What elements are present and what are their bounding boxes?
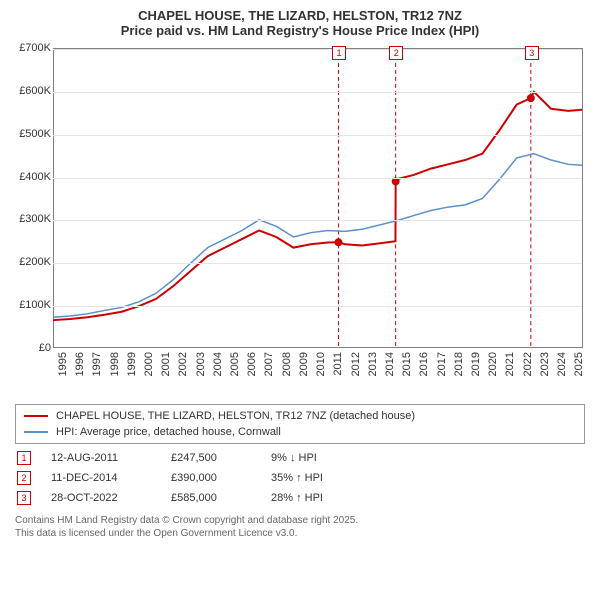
gridline-h	[53, 178, 582, 179]
sales-table: 1 12-AUG-2011 £247,500 9% ↓ HPI 2 11-DEC-2014…	[15, 448, 585, 508]
ytick-label: £600K	[15, 85, 51, 97]
chart-container: CHAPEL HOUSE, THE LIZARD, HELSTON, TR12 …	[0, 0, 600, 590]
line-layer	[53, 49, 582, 348]
gridline-h	[53, 135, 582, 136]
xtick-label: 2003	[195, 352, 207, 376]
title-line-2: Price paid vs. HM Land Registry's House …	[10, 23, 590, 38]
xtick-label: 2011	[332, 352, 344, 376]
gridline-h	[53, 220, 582, 221]
legend-swatch	[24, 431, 48, 433]
gridline-h	[53, 306, 582, 307]
ytick-label: £500K	[15, 128, 51, 140]
gridline-h	[53, 92, 582, 93]
ytick-label: £200K	[15, 256, 51, 268]
ytick-label: £300K	[15, 213, 51, 225]
legend-label: HPI: Average price, detached house, Corn…	[56, 424, 281, 440]
xtick-label: 2002	[177, 352, 189, 376]
xtick-label: 2007	[263, 352, 275, 376]
sale-date: 11-DEC-2014	[51, 472, 151, 484]
title-line-1: CHAPEL HOUSE, THE LIZARD, HELSTON, TR12 …	[10, 8, 590, 23]
xtick-label: 2024	[556, 352, 568, 376]
sale-point-marker	[527, 94, 535, 102]
sale-delta: 35% ↑ HPI	[271, 472, 371, 484]
ytick-label: £0	[15, 342, 51, 354]
xtick-label: 2015	[401, 352, 413, 376]
xtick-label: 2018	[453, 352, 465, 376]
sale-index-box: 1	[17, 451, 31, 465]
event-marker-box: 2	[389, 46, 403, 60]
sale-index-box: 2	[17, 471, 31, 485]
sale-date: 28-OCT-2022	[51, 492, 151, 504]
ytick-label: £100K	[15, 299, 51, 311]
xtick-label: 2005	[229, 352, 241, 376]
xtick-label: 2006	[246, 352, 258, 376]
sale-point-marker	[392, 177, 400, 185]
sale-row: 3 28-OCT-2022 £585,000 28% ↑ HPI	[15, 488, 585, 508]
ytick-label: £700K	[15, 42, 51, 54]
xtick-label: 2013	[367, 352, 379, 376]
xtick-label: 2025	[573, 352, 585, 376]
sale-row: 1 12-AUG-2011 £247,500 9% ↓ HPI	[15, 448, 585, 468]
sale-price: £390,000	[171, 472, 251, 484]
series-line-price_paid	[53, 92, 582, 320]
legend: CHAPEL HOUSE, THE LIZARD, HELSTON, TR12 …	[15, 404, 585, 444]
footer-line-1: Contains HM Land Registry data © Crown c…	[15, 514, 585, 527]
legend-label: CHAPEL HOUSE, THE LIZARD, HELSTON, TR12 …	[56, 408, 415, 424]
sale-point-marker	[334, 238, 342, 246]
gridline-h	[53, 49, 582, 50]
xtick-label: 1996	[74, 352, 86, 376]
xtick-label: 2010	[315, 352, 327, 376]
xtick-label: 1999	[126, 352, 138, 376]
sale-date: 12-AUG-2011	[51, 452, 151, 464]
sale-price: £585,000	[171, 492, 251, 504]
xtick-label: 2016	[418, 352, 430, 376]
xtick-label: 1995	[57, 352, 69, 376]
sale-row: 2 11-DEC-2014 £390,000 35% ↑ HPI	[15, 468, 585, 488]
xtick-label: 1997	[91, 352, 103, 376]
ytick-label: £400K	[15, 171, 51, 183]
event-marker-box: 1	[332, 46, 346, 60]
footer-line-2: This data is licensed under the Open Gov…	[15, 527, 585, 540]
xtick-label: 2023	[539, 352, 551, 376]
xtick-label: 2001	[160, 352, 172, 376]
xtick-label: 2020	[487, 352, 499, 376]
plot-region	[53, 48, 583, 348]
xtick-label: 2019	[470, 352, 482, 376]
xtick-label: 2000	[143, 352, 155, 376]
xtick-label: 2017	[436, 352, 448, 376]
sale-delta: 9% ↓ HPI	[271, 452, 371, 464]
sale-price: £247,500	[171, 452, 251, 464]
title-block: CHAPEL HOUSE, THE LIZARD, HELSTON, TR12 …	[10, 8, 590, 38]
chart-area: £0 £100K £200K £300K £400K £500K £600K £700K 19…	[15, 42, 585, 402]
xtick-label: 2012	[350, 352, 362, 376]
xtick-label: 2009	[298, 352, 310, 376]
legend-swatch	[24, 415, 48, 417]
event-marker-box: 3	[525, 46, 539, 60]
sale-delta: 28% ↑ HPI	[271, 492, 371, 504]
legend-row: HPI: Average price, detached house, Corn…	[24, 424, 576, 440]
xtick-label: 2021	[504, 352, 516, 376]
footer: Contains HM Land Registry data © Crown c…	[15, 514, 585, 540]
legend-row: CHAPEL HOUSE, THE LIZARD, HELSTON, TR12 …	[24, 408, 576, 424]
xtick-label: 2014	[384, 352, 396, 376]
xtick-label: 2022	[522, 352, 534, 376]
gridline-h	[53, 263, 582, 264]
sale-index-box: 3	[17, 491, 31, 505]
xtick-label: 2004	[212, 352, 224, 376]
xtick-label: 1998	[109, 352, 121, 376]
xtick-label: 2008	[281, 352, 293, 376]
